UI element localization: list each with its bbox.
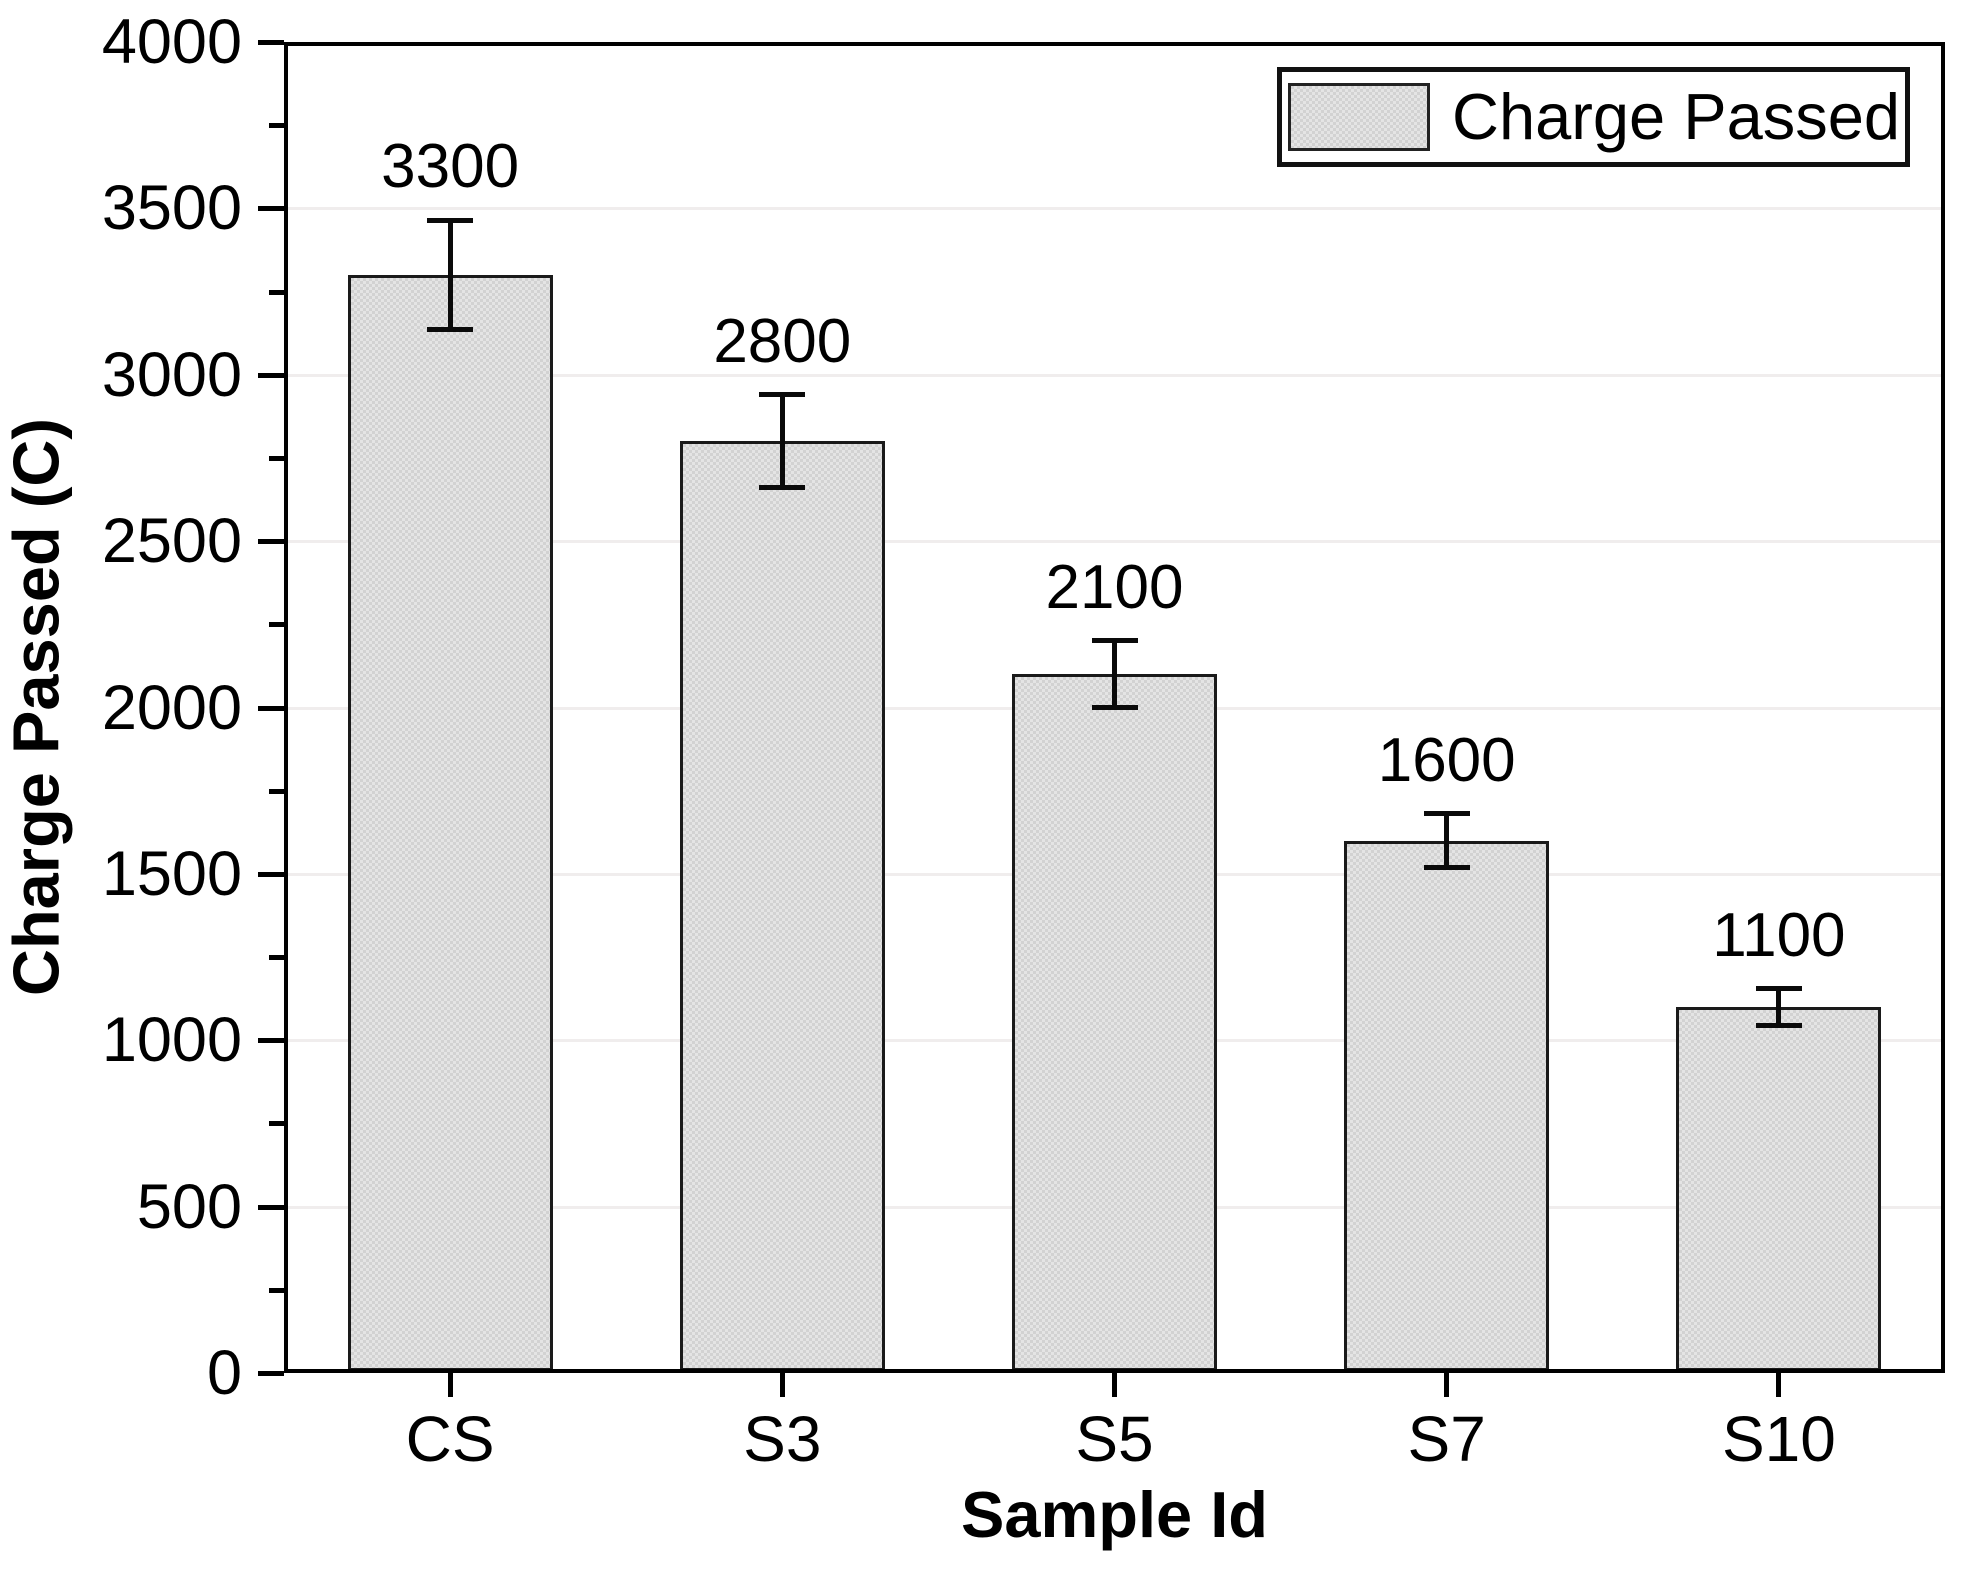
bar-value-label: 2800 (713, 306, 852, 376)
legend-label: Charge Passed (1452, 80, 1901, 153)
gridline (288, 373, 1941, 377)
y-tick-label: 2500 (101, 506, 242, 577)
gridline (288, 540, 1941, 544)
legend: Charge Passed (1277, 67, 1910, 167)
error-cap-bottom (1091, 705, 1138, 710)
legend-swatch (1288, 83, 1430, 151)
x-tick (1776, 1373, 1782, 1397)
y-tick-label: 1000 (101, 1005, 242, 1076)
error-cap-top (759, 392, 806, 398)
y-major-tick (258, 1038, 284, 1044)
bar-value-label: 1100 (1712, 900, 1846, 970)
bar (1344, 840, 1550, 1371)
y-tick-label: 1500 (101, 838, 242, 909)
error-bar (447, 220, 453, 330)
error-cap-bottom (427, 327, 474, 333)
error-bar (1112, 640, 1117, 708)
x-tick (1112, 1373, 1117, 1397)
bar-value-label: 3300 (381, 132, 520, 202)
y-minor-tick (269, 1121, 284, 1127)
error-bar (1444, 813, 1450, 868)
error-cap-bottom (1755, 1022, 1802, 1028)
y-tick-label: 3000 (101, 339, 242, 410)
y-major-tick (258, 1204, 284, 1210)
y-tick-label: 0 (206, 1338, 242, 1408)
y-tick-label: 2000 (101, 672, 242, 743)
y-minor-tick (269, 788, 284, 794)
x-tick (1444, 1373, 1450, 1397)
y-major-tick (258, 40, 284, 45)
y-tick-label: 500 (136, 1171, 242, 1242)
bar (347, 274, 553, 1371)
error-cap-top (1755, 986, 1802, 992)
bar-value-label: 1600 (1377, 725, 1516, 795)
x-tick-label: S7 (1407, 1403, 1486, 1475)
y-major-tick (258, 206, 284, 212)
gridline (288, 207, 1941, 211)
x-tick-label: S10 (1721, 1403, 1836, 1475)
y-axis-title: Charge Passed (C) (0, 418, 73, 996)
y-minor-tick (269, 622, 284, 628)
y-minor-tick (269, 455, 284, 461)
y-major-tick (258, 372, 284, 378)
y-major-tick (258, 1371, 284, 1376)
y-minor-tick (269, 123, 284, 129)
bar (1676, 1006, 1882, 1371)
error-bar (1776, 988, 1782, 1026)
y-major-tick (258, 705, 284, 711)
error-cap-bottom (1423, 864, 1470, 870)
y-minor-tick (269, 955, 284, 961)
x-tick-label: CS (405, 1403, 495, 1475)
y-minor-tick (269, 289, 284, 295)
x-tick-label: S3 (743, 1403, 822, 1475)
x-axis-title: Sample Id (960, 1478, 1269, 1551)
x-tick (447, 1373, 453, 1397)
error-cap-bottom (759, 485, 806, 491)
error-cap-top (1423, 811, 1470, 817)
y-major-tick (258, 871, 284, 877)
y-major-tick (258, 539, 284, 545)
y-minor-tick (269, 1287, 284, 1293)
error-bar (779, 394, 785, 488)
x-tick (779, 1373, 785, 1397)
bar-value-label: 2100 (1045, 552, 1184, 622)
bar (1012, 674, 1217, 1371)
bar (679, 441, 885, 1371)
y-tick-label: 4000 (101, 7, 242, 77)
x-tick-label: S5 (1075, 1403, 1154, 1475)
error-cap-top (427, 217, 474, 223)
error-cap-top (1091, 638, 1138, 644)
y-tick-label: 3500 (101, 173, 242, 244)
